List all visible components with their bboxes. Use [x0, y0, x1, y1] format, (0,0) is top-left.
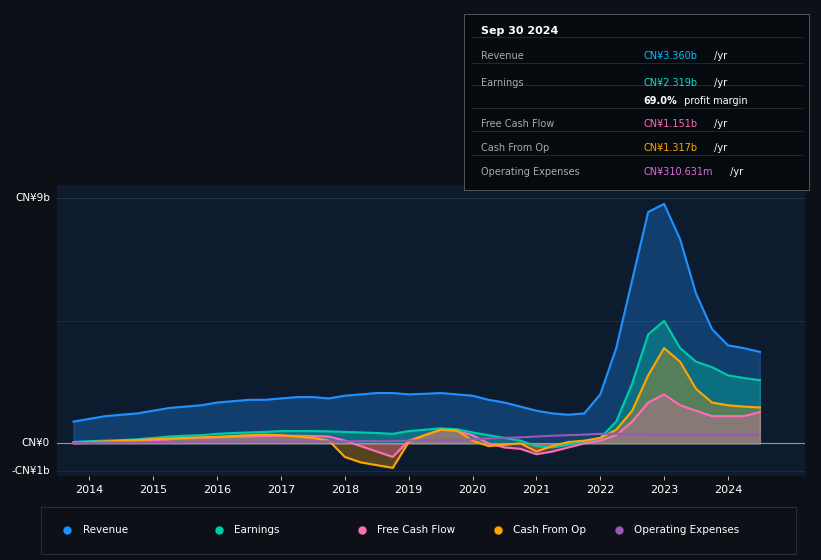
Text: /yr: /yr	[727, 166, 743, 176]
Text: CN¥3.360b: CN¥3.360b	[643, 51, 697, 61]
Text: /yr: /yr	[712, 119, 727, 129]
Text: CN¥9b: CN¥9b	[15, 193, 50, 203]
Text: Free Cash Flow: Free Cash Flow	[377, 525, 456, 535]
Text: 69.0%: 69.0%	[643, 96, 677, 106]
Text: Revenue: Revenue	[83, 525, 128, 535]
Text: Cash From Op: Cash From Op	[481, 143, 549, 153]
Text: CN¥1.151b: CN¥1.151b	[643, 119, 697, 129]
Text: CN¥310.631m: CN¥310.631m	[643, 166, 713, 176]
Text: Earnings: Earnings	[481, 77, 524, 87]
Text: CN¥2.319b: CN¥2.319b	[643, 77, 697, 87]
Text: /yr: /yr	[712, 77, 727, 87]
Text: Sep 30 2024: Sep 30 2024	[481, 26, 558, 36]
Text: Earnings: Earnings	[234, 525, 279, 535]
Text: -CN¥1b: -CN¥1b	[11, 465, 50, 475]
Text: Cash From Op: Cash From Op	[513, 525, 586, 535]
Text: /yr: /yr	[712, 51, 727, 61]
Text: Revenue: Revenue	[481, 51, 524, 61]
Text: Operating Expenses: Operating Expenses	[634, 525, 739, 535]
Text: CN¥0: CN¥0	[22, 438, 50, 449]
Text: CN¥1.317b: CN¥1.317b	[643, 143, 697, 153]
Text: Free Cash Flow: Free Cash Flow	[481, 119, 554, 129]
Text: Operating Expenses: Operating Expenses	[481, 166, 580, 176]
Text: /yr: /yr	[712, 143, 727, 153]
Text: profit margin: profit margin	[681, 96, 748, 106]
